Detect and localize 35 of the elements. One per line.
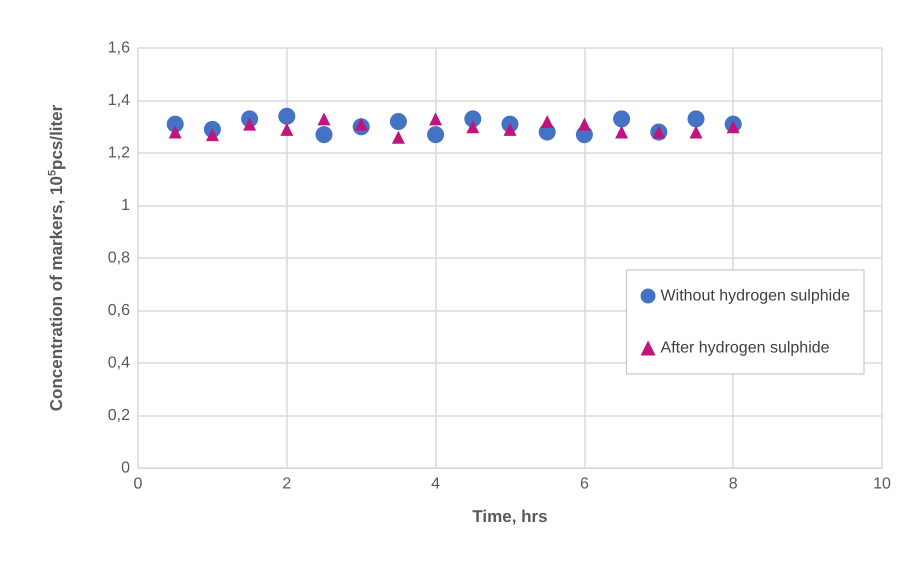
point xyxy=(390,113,407,130)
y-tick-label: 0,2 xyxy=(108,407,130,424)
point xyxy=(318,112,330,126)
x-tick-label: 2 xyxy=(282,476,292,492)
x-tick-label: 0 xyxy=(134,476,143,492)
y-tick-label: 1,6 xyxy=(108,40,130,56)
x-tick-label: 4 xyxy=(431,476,440,492)
y-tick-label: 1,2 xyxy=(108,144,130,162)
point xyxy=(613,110,630,128)
x-tick-label: 10 xyxy=(873,476,891,492)
point xyxy=(540,115,554,128)
point xyxy=(688,110,704,128)
y-tick-label: 1 xyxy=(121,197,130,214)
legend-label: Without hydrogen sulphide xyxy=(660,288,850,304)
x-tick-label: 8 xyxy=(728,476,738,492)
point xyxy=(466,120,480,134)
y-tick-label: 0 xyxy=(121,460,130,476)
y-tick-label: 1,4 xyxy=(108,92,130,109)
point xyxy=(615,126,628,138)
x-tick-label: 6 xyxy=(580,476,589,492)
point xyxy=(168,126,182,138)
point xyxy=(280,122,294,136)
point xyxy=(690,126,702,138)
point xyxy=(578,118,591,131)
point xyxy=(278,108,296,125)
point xyxy=(427,126,444,144)
y-tick-label: 0,8 xyxy=(108,250,130,266)
y-axis-title: Concentration of markers, 105pcs/liter xyxy=(46,104,66,412)
y-tick-label: 0,6 xyxy=(108,302,130,319)
x-axis-title: Time, hrs xyxy=(472,507,548,526)
point xyxy=(429,112,442,126)
point xyxy=(392,130,405,144)
point xyxy=(316,126,332,144)
y-tick-label: 0,4 xyxy=(108,354,130,372)
legend-label: After hydrogen sulphide xyxy=(660,340,830,356)
